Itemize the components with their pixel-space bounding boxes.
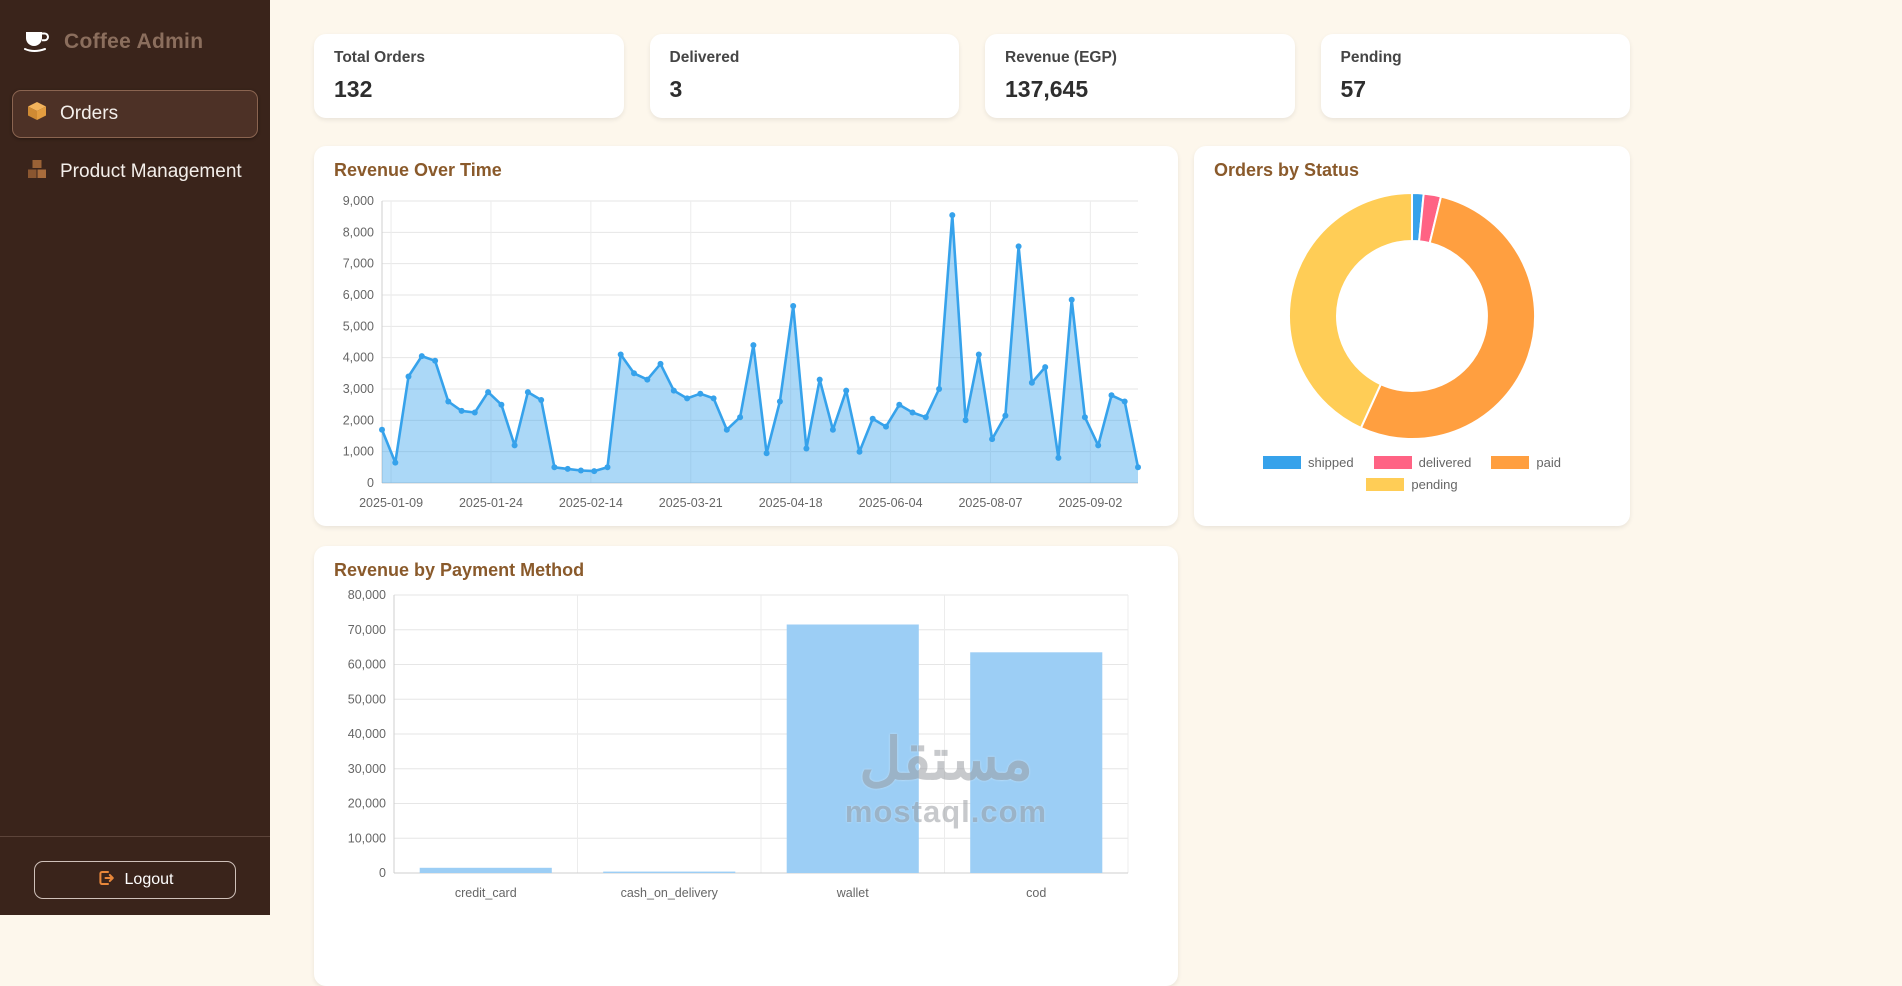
legend-label: delivered [1418, 455, 1472, 470]
legend-label: pending [1411, 477, 1458, 492]
stat-label: Total Orders [334, 49, 426, 66]
orders-by-status-chart[interactable]: shipped delivered paid pending [1208, 187, 1616, 492]
svg-text:2025-06-04: 2025-06-04 [859, 496, 923, 510]
stat-card-total-orders: Total Orders 132 [314, 34, 624, 118]
logout-icon [97, 869, 115, 892]
svg-text:80,000: 80,000 [348, 588, 386, 602]
stat-value: 137,645 [1005, 76, 1089, 102]
legend-swatch [1373, 456, 1412, 469]
products-icon [27, 159, 47, 185]
sidebar-item-label: Product Management [60, 161, 242, 182]
svg-text:70,000: 70,000 [348, 623, 386, 637]
legend-item-delivered[interactable]: delivered [1373, 455, 1472, 470]
svg-text:2025-04-18: 2025-04-18 [759, 496, 823, 510]
svg-text:2,000: 2,000 [343, 413, 374, 427]
svg-text:6,000: 6,000 [343, 288, 374, 302]
svg-text:20,000: 20,000 [348, 797, 386, 811]
stat-label: Pending [1340, 49, 1402, 66]
svg-text:8,000: 8,000 [343, 225, 374, 239]
svg-text:7,000: 7,000 [343, 257, 374, 271]
svg-text:cod: cod [1026, 886, 1046, 900]
svg-text:2025-02-14: 2025-02-14 [559, 496, 623, 510]
sidebar: Coffee Admin Orders Product Manageme [0, 0, 270, 915]
svg-text:10,000: 10,000 [348, 831, 386, 845]
svg-text:50,000: 50,000 [348, 692, 386, 706]
svg-text:0: 0 [379, 866, 386, 880]
legend-swatch [1263, 456, 1302, 469]
revenue-by-payment-chart[interactable]: 0 10,000 20,000 30,000 40,000 50,000 60,000 70,… [328, 587, 1164, 912]
revenue-over-time-chart[interactable]: 0 1,000 2,000 3,000 4,000 5,000 6,000 7,000 8,00… [328, 187, 1164, 524]
svg-text:wallet: wallet [836, 886, 869, 900]
legend-label: paid [1536, 455, 1561, 470]
svg-text:60,000: 60,000 [348, 658, 386, 672]
legend-swatch [1366, 478, 1405, 491]
svg-text:40,000: 40,000 [348, 727, 386, 741]
legend-item-pending[interactable]: pending [1366, 477, 1458, 492]
svg-text:1,000: 1,000 [343, 445, 374, 459]
main-content: Total Orders 132 Delivered 3 Revenue (EG… [270, 0, 1902, 986]
svg-text:2025-09-02: 2025-09-02 [1058, 496, 1122, 510]
stat-value: 3 [669, 76, 683, 102]
svg-text:2025-01-24: 2025-01-24 [459, 496, 523, 510]
svg-text:9,000: 9,000 [343, 194, 374, 208]
charts-row-2: Revenue by Payment Method 0 10,000 20,000 3… [314, 546, 1630, 986]
chart-title: Revenue Over Time [334, 160, 502, 180]
brand: Coffee Admin [0, 0, 270, 76]
sidebar-item-orders[interactable]: Orders [12, 90, 258, 138]
revenue-by-payment-card: Revenue by Payment Method 0 10,000 20,000 3… [314, 546, 1178, 986]
sidebar-item-label: Orders [60, 103, 119, 124]
svg-text:0: 0 [367, 476, 374, 490]
coffee-cup-icon [22, 26, 52, 58]
sidebar-bottom: Logout [0, 836, 270, 915]
legend-label: shipped [1308, 455, 1354, 470]
svg-text:credit_card: credit_card [455, 886, 517, 900]
logout-button[interactable]: Logout [34, 861, 236, 899]
chart-title: Revenue by Payment Method [334, 560, 585, 580]
charts-row: Revenue Over Time 0 1,000 2,000 3,000 4,000 5… [314, 146, 1630, 526]
sidebar-nav: Orders Product Management [0, 90, 270, 836]
sidebar-item-product-management[interactable]: Product Management [12, 148, 258, 196]
brand-label: Coffee Admin [64, 30, 204, 53]
legend-swatch [1491, 456, 1530, 469]
svg-text:3,000: 3,000 [343, 382, 374, 396]
orders-box-icon [27, 101, 47, 127]
stat-value: 132 [334, 76, 373, 102]
stat-value: 57 [1340, 76, 1367, 102]
legend-item-shipped[interactable]: shipped [1263, 455, 1354, 470]
legend-item-paid[interactable]: paid [1491, 455, 1561, 470]
svg-text:2025-03-21: 2025-03-21 [659, 496, 723, 510]
logout-label: Logout [124, 871, 174, 888]
svg-text:4,000: 4,000 [343, 351, 374, 365]
chart-title: Orders by Status [1214, 160, 1360, 180]
svg-text:2025-01-09: 2025-01-09 [359, 496, 423, 510]
stats-row: Total Orders 132 Delivered 3 Revenue (EG… [314, 34, 1630, 118]
stat-card-revenue: Revenue (EGP) 137,645 [985, 34, 1295, 118]
svg-text:cash_on_delivery: cash_on_delivery [621, 886, 719, 900]
svg-text:30,000: 30,000 [348, 762, 386, 776]
revenue-over-time-card: Revenue Over Time 0 1,000 2,000 3,000 4,000 5… [314, 146, 1178, 526]
donut-legend: shipped delivered paid pending [1247, 455, 1577, 492]
sidebar-divider [0, 836, 270, 837]
stat-label: Delivered [669, 49, 740, 66]
orders-by-status-card: Orders by Status shipped delivered paid pen… [1194, 146, 1630, 526]
svg-text:2025-08-07: 2025-08-07 [958, 496, 1022, 510]
stat-label: Revenue (EGP) [1005, 49, 1117, 66]
svg-text:5,000: 5,000 [343, 319, 374, 333]
stat-card-pending: Pending 57 [1320, 34, 1630, 118]
stat-card-delivered: Delivered 3 [649, 34, 959, 118]
